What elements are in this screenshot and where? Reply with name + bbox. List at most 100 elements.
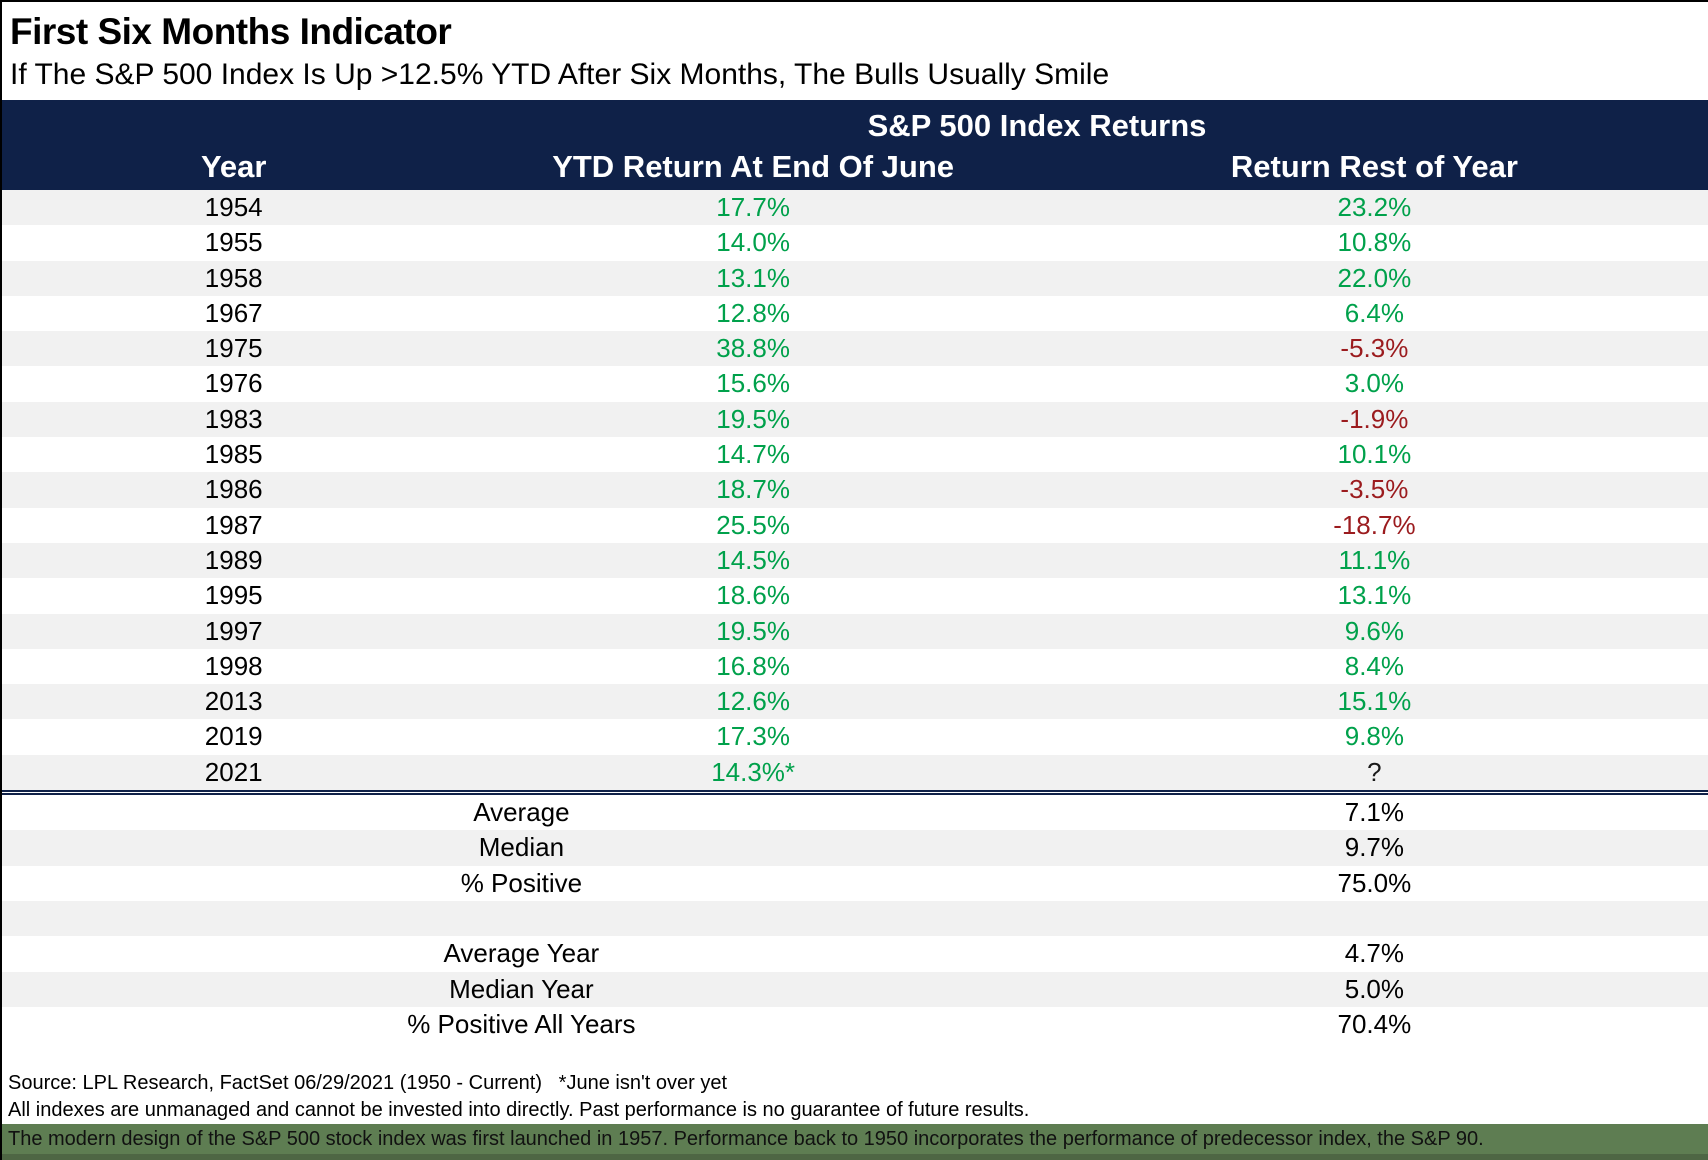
ytd-cell: 18.6% (465, 578, 1040, 613)
rest-cell: 15.1% (1041, 684, 1708, 719)
ytd-cell: 12.8% (465, 296, 1040, 331)
rest-cell: -3.5% (1041, 472, 1708, 507)
rest-value: -5.3% (1340, 333, 1409, 364)
ytd-value: 18.7% (716, 474, 790, 505)
year-cell: 1986 (204, 474, 263, 505)
year-cell: 1995 (204, 580, 263, 611)
ytd-cell: 25.5% (465, 508, 1040, 543)
column-header-row: Year YTD Return At End Of June Return Re… (2, 148, 1708, 190)
footer: Source: LPL Research, FactSet 06/29/2021… (2, 1070, 1708, 1160)
rest-cell: 22.0% (1041, 261, 1708, 296)
year-cell: 1967 (204, 297, 263, 328)
ytd-value: 14.0% (716, 227, 790, 258)
summary-value: 5.0% (1344, 973, 1405, 1004)
rest-value: ? (1367, 756, 1382, 787)
ytd-cell: 13.1% (465, 261, 1040, 296)
ytd-value: 18.6% (716, 580, 790, 611)
rest-value: 23.2% (1337, 192, 1412, 222)
ytd-cell: 19.5% (465, 614, 1040, 649)
year-cell: 1976 (204, 368, 263, 399)
ytd-value: 14.5% (716, 544, 790, 575)
rest-value: 10.8% (1337, 227, 1412, 258)
rest-value: 3.0% (1344, 368, 1405, 399)
year-cell: 1954 (204, 192, 263, 222)
col-header-rest-of-year: Return Rest of Year (1230, 149, 1518, 184)
summary-row-empty (2, 900, 1708, 937)
table-row: 1989 14.5% 11.1% (2, 542, 1708, 579)
table-body: 1954 17.7% 23.2% 1955 14.0% 10.8% 1958 1… (2, 190, 1708, 791)
summary-row: Median Year 5.0% (2, 971, 1708, 1007)
table-row: 1954 17.7% 23.2% (2, 190, 1708, 226)
rest-cell: 10.8% (1041, 225, 1708, 260)
summary-label: % Positive (460, 867, 583, 898)
summary-row: Average Year 4.7% (2, 936, 1708, 971)
ytd-value: 12.6% (716, 686, 790, 717)
table-row: 2013 12.6% 15.1% (2, 684, 1708, 720)
rest-value: -3.5% (1340, 474, 1409, 505)
summary-row: % Positive All Years 70.4% (2, 1007, 1708, 1042)
rest-cell: 6.4% (1041, 296, 1708, 331)
rest-cell: 13.1% (1041, 578, 1708, 613)
ytd-value: 14.7% (716, 439, 790, 470)
ytd-value: 13.1% (716, 262, 790, 293)
rest-cell: 8.4% (1041, 649, 1708, 684)
year-cell: 2019 (204, 721, 263, 752)
summary-label: Average (473, 797, 570, 828)
summary-label: Average Year (443, 938, 600, 969)
summary-value (1041, 901, 1708, 936)
source-line: Source: LPL Research, FactSet 06/29/2021… (8, 1072, 728, 1095)
summary-value: 70.4% (1337, 1008, 1412, 1039)
rest-value: 6.4% (1344, 297, 1405, 328)
rest-cell: 9.6% (1041, 614, 1708, 649)
ytd-cell: 38.8% (465, 331, 1040, 366)
year-cell: 1987 (204, 509, 263, 540)
ytd-cell: 16.8% (465, 649, 1040, 684)
summary-label (2, 901, 1041, 936)
ytd-cell: 19.5% (465, 402, 1040, 437)
table-row: 1987 25.5% -18.7% (2, 508, 1708, 543)
table-row: 1955 14.0% 10.8% (2, 225, 1708, 260)
table-row: 2019 17.3% 9.8% (2, 719, 1708, 754)
rest-cell: 9.8% (1041, 719, 1708, 754)
ytd-value: 19.5% (716, 403, 790, 434)
disclaimer-line: All indexes are unmanaged and cannot be … (8, 1099, 1030, 1122)
year-cell: 1955 (204, 227, 263, 258)
table-row: 1985 14.7% 10.1% (2, 437, 1708, 472)
ytd-value: 15.6% (716, 368, 790, 399)
year-cell: 1958 (204, 262, 263, 293)
ytd-value: 16.8% (716, 650, 790, 681)
rest-cell: -1.9% (1041, 402, 1708, 437)
ytd-cell: 14.0% (465, 225, 1040, 260)
table-row: 1995 18.6% 13.1% (2, 578, 1708, 613)
summary-label: Median (478, 832, 565, 863)
rest-value: 9.6% (1344, 615, 1405, 646)
ytd-cell: 17.3% (465, 719, 1040, 754)
year-cell: 1997 (204, 615, 263, 646)
table-row: 1998 16.8% 8.4% (2, 649, 1708, 684)
year-cell: 1985 (204, 439, 263, 470)
rest-value: -1.9% (1340, 403, 1409, 434)
summary-label: % Positive All Years (407, 1008, 636, 1039)
ytd-cell: 15.6% (465, 366, 1040, 401)
rest-value: 9.8% (1344, 721, 1405, 752)
rest-value: 13.1% (1337, 580, 1412, 611)
summary-value: 7.1% (1344, 797, 1405, 828)
table-row: 1976 15.6% 3.0% (2, 366, 1708, 401)
summary-row: Average 7.1% (2, 795, 1708, 830)
rest-cell: 23.2% (1041, 190, 1708, 225)
summary-value: 4.7% (1344, 938, 1405, 969)
ytd-cell: 18.7% (465, 472, 1040, 507)
ytd-value: 17.3% (716, 721, 790, 752)
chart-title: First Six Months Indicator (10, 11, 452, 52)
chart-subtitle: If The S&P 500 Index Is Up >12.5% YTD Af… (10, 58, 1110, 91)
rest-value: 22.0% (1337, 262, 1412, 293)
year-cell: 2013 (204, 686, 263, 717)
rest-cell: ? (1041, 755, 1708, 790)
double-rule-divider (2, 790, 1708, 796)
rest-value: -18.7% (1333, 509, 1416, 540)
group-header-row: S&P 500 Index Returns (2, 100, 1708, 148)
rest-value: 8.4% (1344, 650, 1405, 681)
year-cell: 1989 (204, 544, 263, 575)
summary-row: % Positive 75.0% (2, 866, 1708, 901)
